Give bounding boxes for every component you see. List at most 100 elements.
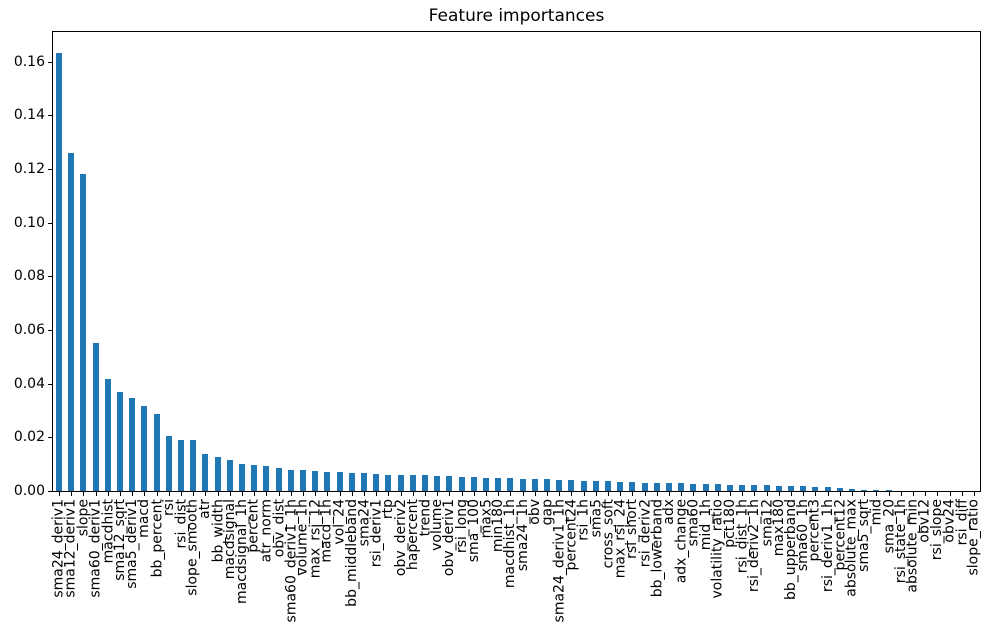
x-tick-mark [132,492,133,496]
bar-vol_24 [337,472,343,491]
bar-rsi_dist_1h [739,485,745,491]
x-tick-mark [181,492,182,496]
bar-percent12 [837,488,843,491]
bar-rsi_short [629,482,635,491]
y-tick-label: 0.10 [13,215,45,231]
bar-bb_percent [154,414,160,491]
x-tick-mark [144,492,145,496]
bar-max_rsi_24 [617,482,623,491]
x-tick-mark [962,492,963,496]
bar-sma60 [690,484,696,491]
y-tick-label: 0.00 [13,483,45,499]
x-tick-mark [693,492,694,496]
x-tick-mark [83,492,84,496]
x-tick-mark [193,492,194,496]
bar-bb_upperband [788,486,794,491]
bar-slope [80,174,86,491]
bar-sma60_deriv1 [93,343,99,491]
x-tick-mark [779,492,780,496]
bar-macd_1h [324,472,330,491]
x-tick-mark [754,492,755,496]
x-tick-mark [828,492,829,496]
bar-volume [434,476,440,491]
bar-sma12_sqrt [117,392,123,491]
x-tick-mark [706,492,707,496]
bar-percent3 [812,487,818,491]
x-tick-mark [535,492,536,496]
x-tick-mark [852,492,853,496]
x-tick-mark [425,492,426,496]
x-tick-mark [840,492,841,496]
bar-sma24_1h [520,479,526,491]
bar-mid_1h [703,484,709,491]
bar-sma60_deriv1_1h [288,470,294,491]
x-tick-mark [59,492,60,496]
bar-rsi_deriv1 [373,474,379,491]
x-tick-mark [96,492,97,496]
y-tick-mark [48,115,52,116]
x-tick-mark [913,492,914,496]
bar-volatility_ratio [715,484,721,491]
x-tick-mark [108,492,109,496]
bar-sma12_deriv1 [68,153,74,491]
bar-bb_width [215,457,221,491]
bar-macdhist_1h [507,478,513,491]
x-tick-mark [498,492,499,496]
x-tick-mark [681,492,682,496]
bar-pct180 [727,485,733,491]
bar-atr [202,454,208,491]
x-tick-mark [291,492,292,496]
x-tick-mark [523,492,524,496]
bar-absolute_max [849,489,855,491]
y-tick-mark [48,169,52,170]
x-tick-mark [157,492,158,496]
y-tick-mark [48,330,52,331]
y-tick-label: 0.08 [13,268,45,284]
bar-sma_20 [886,490,892,491]
bar-percent24 [568,480,574,491]
bar-rsi_1h [581,481,587,491]
bar-sma5_sqrt [861,490,867,491]
bar-max180 [776,486,782,491]
y-tick-label: 0.04 [13,376,45,392]
bar-bb_lowerband [654,483,660,491]
bar-sma5_deriv1 [129,398,135,491]
x-tick-mark [266,492,267,496]
x-tick-mark [364,492,365,496]
x-tick-mark [205,492,206,496]
x-tick-mark [669,492,670,496]
x-tick-mark [632,492,633,496]
x-tick-mark [230,492,231,496]
x-tick-mark [303,492,304,496]
x-tick-mark [120,492,121,496]
x-tick-mark [791,492,792,496]
x-tick-mark [925,492,926,496]
x-tick-mark [950,492,951,496]
y-tick-label: 0.02 [13,429,45,445]
bar-obv_dist [276,468,282,491]
x-tick-mark [242,492,243,496]
x-tick-mark [510,492,511,496]
x-tick-mark [474,492,475,496]
y-tick-label: 0.14 [13,107,45,123]
bar-slope_smooth [190,440,196,491]
x-tick-mark [376,492,377,496]
bar-percent [251,465,257,491]
y-tick-label: 0.12 [13,161,45,177]
x-tick-mark [169,492,170,496]
x-tick-mark [584,492,585,496]
y-tick-mark [48,276,52,277]
bar-rsi_deriv2 [642,483,648,491]
y-tick-mark [48,62,52,63]
x-tick-mark [974,492,975,496]
x-tick-mark [449,492,450,496]
y-tick-mark [48,384,52,385]
x-tick-mark [901,492,902,496]
x-tick-mark [218,492,219,496]
bar-gap [544,479,550,491]
y-tick-mark [48,491,52,492]
bar-obv [532,479,538,491]
x-tick-mark [876,492,877,496]
bar-sma24_deriv1_1h [556,480,562,491]
bar-sma24 [361,473,367,491]
